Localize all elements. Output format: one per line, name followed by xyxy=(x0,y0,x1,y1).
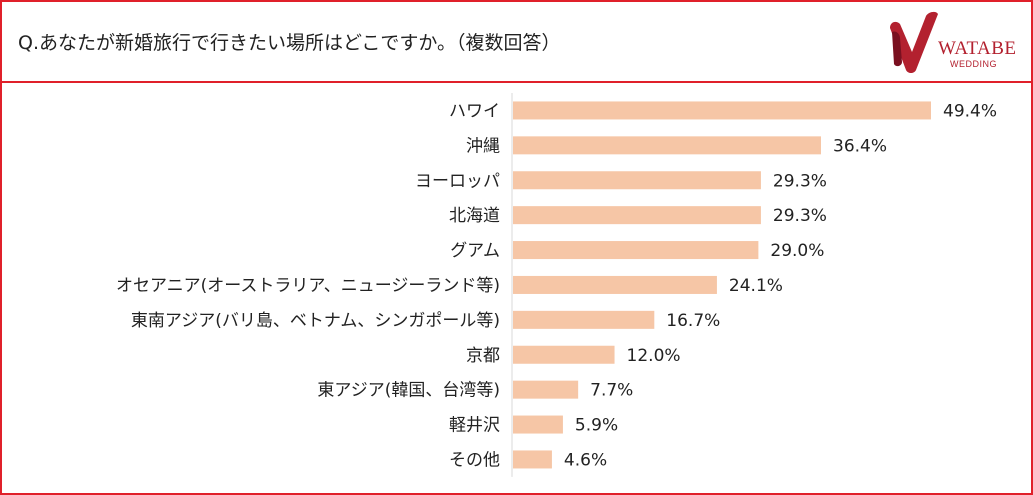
watabe-wedding-logo: WATABE WEDDING xyxy=(886,8,1026,74)
bar xyxy=(513,415,563,434)
question-title: Q.あなたが新婚旅行で行きたい場所はどこですか。（複数回答） xyxy=(18,32,561,54)
bar xyxy=(513,345,615,364)
data-label: 4.6% xyxy=(564,450,607,470)
data-label: 49.4% xyxy=(943,101,997,121)
category-label: 北海道 xyxy=(449,206,500,226)
data-label: 36.4% xyxy=(833,136,887,156)
category-label: 沖縄 xyxy=(466,136,500,156)
bar xyxy=(513,275,717,294)
data-label: 7.7% xyxy=(590,381,633,401)
bar xyxy=(513,136,821,155)
logo-wordmark: WATABE xyxy=(938,38,1017,59)
bar xyxy=(513,101,931,120)
data-label: 12.0% xyxy=(627,346,681,366)
logo-mark-icon xyxy=(890,11,938,73)
category-label: 東アジア(韓国、台湾等) xyxy=(317,381,500,401)
data-label: 29.3% xyxy=(773,206,827,226)
bar xyxy=(513,380,579,399)
category-label: グアム xyxy=(450,241,500,261)
bar xyxy=(513,450,552,469)
data-label: 29.3% xyxy=(773,171,827,191)
bar xyxy=(513,171,761,190)
bar xyxy=(513,310,655,329)
logo-subtext: WEDDING xyxy=(950,59,997,69)
data-label: 24.1% xyxy=(729,276,783,296)
data-label: 5.9% xyxy=(575,416,618,436)
category-label: 軽井沢 xyxy=(449,416,500,436)
category-label: ハワイ xyxy=(449,101,500,121)
category-label: 東南アジア(バリ島、ベトナム、シンガポール等) xyxy=(131,311,500,331)
bar xyxy=(513,241,759,260)
bar xyxy=(513,206,761,225)
category-label: オセアニア(オーストラリア、ニュージーランド等) xyxy=(116,276,500,296)
category-label: ヨーロッパ xyxy=(415,171,500,191)
data-label: 29.0% xyxy=(770,241,824,261)
chart-header: Q.あなたが新婚旅行で行きたい場所はどこですか。（複数回答） WATABE WE… xyxy=(2,2,1031,83)
data-label: 16.7% xyxy=(666,311,720,331)
category-label: 京都 xyxy=(466,346,500,366)
category-label: その他 xyxy=(449,450,500,470)
